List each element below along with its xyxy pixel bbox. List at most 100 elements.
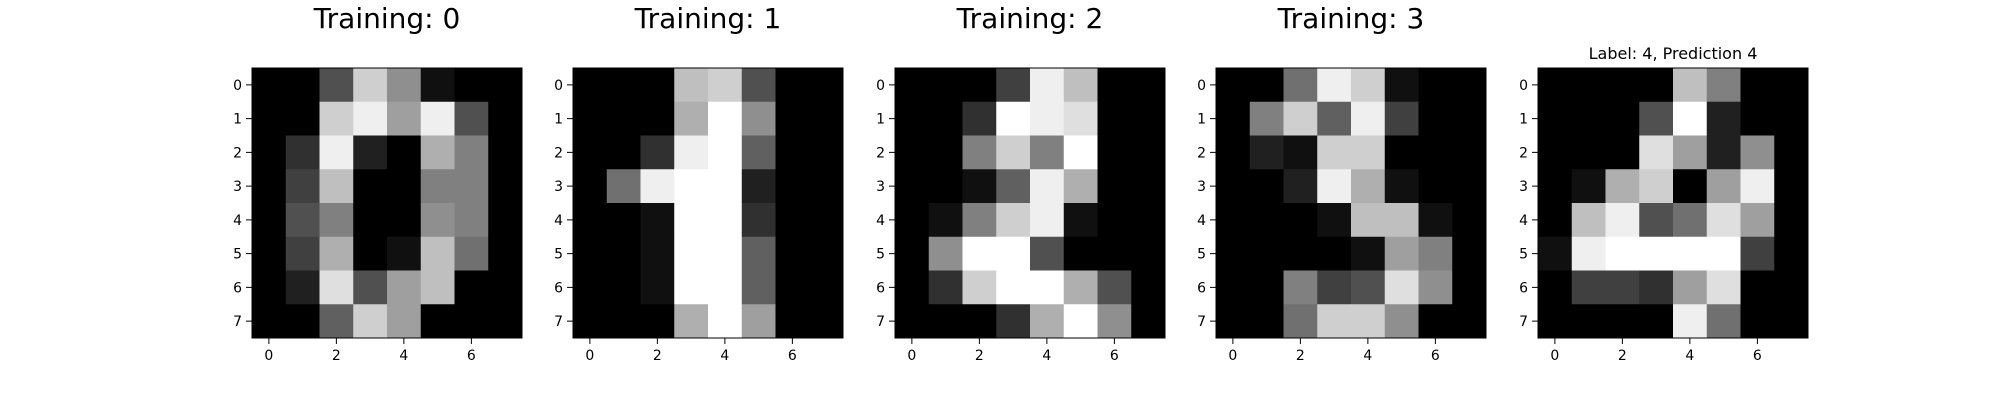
pixel-cell: [1097, 169, 1132, 204]
pixel-cell: [285, 169, 320, 204]
pixel-cell: [674, 236, 709, 271]
pixel-cell: [1452, 68, 1487, 103]
pixel-cell: [1418, 169, 1453, 204]
x-tick-label: 2: [1618, 348, 1627, 364]
pixel-cell: [1639, 135, 1674, 170]
pixel-cell: [1452, 135, 1487, 170]
y-tick-label: 7: [554, 314, 563, 330]
pixel-cell: [1351, 203, 1386, 238]
y-tick-label: 7: [1197, 314, 1206, 330]
x-tick-label: 6: [1753, 348, 1762, 364]
pixel-cell: [1740, 135, 1775, 170]
pixel-cell: [488, 304, 523, 339]
pixel-cell: [640, 169, 675, 204]
pixel-cell: [708, 68, 743, 103]
pixel-cell: [319, 270, 354, 305]
pixel-cell: [1030, 270, 1065, 305]
y-tick-label: 2: [876, 145, 885, 161]
pixel-cell: [606, 270, 641, 305]
pixel-cell: [1706, 68, 1741, 103]
pixel-cell: [488, 68, 523, 103]
pixel-cell: [1097, 236, 1132, 271]
pixel-cell: [1249, 203, 1284, 238]
y-tick-label: 6: [1197, 280, 1206, 296]
pixel-cell: [809, 135, 844, 170]
pixel-cell: [1063, 203, 1098, 238]
pixel-cell: [387, 101, 422, 136]
pixel-cell: [928, 270, 963, 305]
pixel-cell: [420, 169, 455, 204]
pixel-cell: [387, 169, 422, 204]
y-tick-label: 1: [233, 112, 242, 128]
pixel-cell: [674, 135, 709, 170]
pixel-cell: [454, 135, 489, 170]
x-tick-label: 0: [585, 348, 594, 364]
pixel-cell: [996, 68, 1031, 103]
pixel-cell: [1418, 203, 1453, 238]
pixel-cell: [1063, 135, 1098, 170]
pixel-cell: [708, 169, 743, 204]
pixel-cell: [285, 236, 320, 271]
pixel-cell: [319, 135, 354, 170]
pixel-cell: [420, 304, 455, 339]
y-tick-label: 7: [876, 314, 885, 330]
pixel-cell: [809, 68, 844, 103]
pixel-cell: [1131, 68, 1166, 103]
y-tick-label: 7: [233, 314, 242, 330]
pixel-cell: [1351, 101, 1386, 136]
pixel-cell: [1538, 101, 1573, 136]
pixel-cell: [285, 270, 320, 305]
pixel-cell: [488, 135, 523, 170]
pixel-cell: [1639, 68, 1674, 103]
pixel-cell: [1216, 68, 1251, 103]
pixel-cell: [1774, 135, 1809, 170]
y-tick-label: 3: [554, 179, 563, 195]
pixel-cell: [454, 304, 489, 339]
pixel-cell: [1571, 270, 1606, 305]
pixel-cell: [1538, 304, 1573, 339]
pixel-cell: [420, 68, 455, 103]
x-tick-label: 2: [975, 348, 984, 364]
pixel-cell: [809, 101, 844, 136]
pixel-cell: [454, 169, 489, 204]
pixel-cell: [1605, 169, 1640, 204]
pixel-cell: [996, 270, 1031, 305]
pixel-cell: [353, 101, 388, 136]
x-tick-label: 4: [1363, 348, 1372, 364]
pixel-cell: [775, 304, 810, 339]
x-tick-label: 6: [1110, 348, 1119, 364]
pixel-cell: [1740, 101, 1775, 136]
pixel-cell: [674, 304, 709, 339]
pixel-cell: [928, 68, 963, 103]
pixel-cell: [573, 236, 608, 271]
y-tick-label: 6: [233, 280, 242, 296]
pixel-cell: [488, 203, 523, 238]
pixel-cell: [285, 101, 320, 136]
pixel-cell: [1063, 101, 1098, 136]
pixel-cell: [252, 203, 287, 238]
pixel-cell: [928, 135, 963, 170]
pixel-cell: [488, 236, 523, 271]
pixel-cell: [640, 203, 675, 238]
x-tick-label: 0: [264, 348, 273, 364]
pixel-cell: [1706, 169, 1741, 204]
pixel-cell: [741, 135, 776, 170]
axes-frame: [572, 67, 844, 339]
pixel-cell: [1774, 236, 1809, 271]
y-tick-label: 6: [876, 280, 885, 296]
pixel-cell: [252, 270, 287, 305]
pixel-cell: [1216, 236, 1251, 271]
y-tick-label: 7: [1519, 314, 1528, 330]
pixel-cell: [1673, 101, 1708, 136]
pixel-cell: [1283, 270, 1318, 305]
pixel-cell: [1030, 68, 1065, 103]
pixel-cell: [895, 236, 930, 271]
pixel-cell: [1774, 68, 1809, 103]
chart-title: Training: 2: [956, 2, 1104, 35]
pixel-cell: [1131, 270, 1166, 305]
pixel-cell: [387, 135, 422, 170]
pixel-cell: [1452, 101, 1487, 136]
pixel-cell: [319, 304, 354, 339]
y-tick-label: 5: [233, 247, 242, 263]
pixel-cell: [387, 203, 422, 238]
